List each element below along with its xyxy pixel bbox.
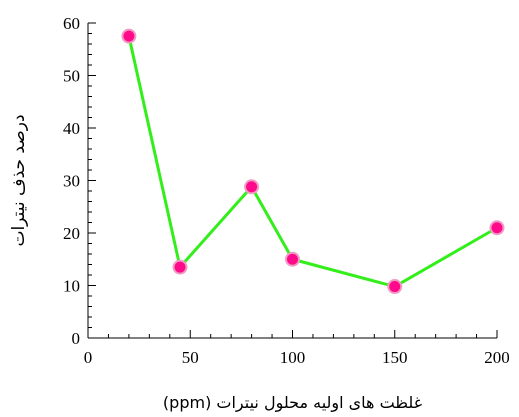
x-tick-label: 150	[382, 348, 408, 367]
y-tick-label: 10	[63, 277, 80, 296]
chart-ticks: 0 10 20 30 40 50 60 0 50 100 150 200	[63, 14, 510, 367]
data-point	[387, 279, 403, 295]
chart-axes	[87, 23, 497, 339]
data-point	[285, 251, 300, 267]
x-tick-label: 0	[84, 348, 93, 367]
x-tick-label: 100	[280, 348, 306, 367]
y-tick-label: 20	[63, 224, 80, 243]
x-tick-label: 50	[182, 348, 199, 367]
data-point	[121, 28, 137, 44]
chart-series	[121, 28, 505, 295]
data-point	[172, 259, 188, 275]
y-tick-label: 50	[63, 67, 80, 86]
y-tick-label: 60	[63, 14, 80, 33]
y-tick-label: 0	[72, 329, 81, 348]
y-axis-label: درصد حذف نیترات	[9, 114, 29, 246]
x-tick-label: 200	[484, 348, 510, 367]
series-line	[127, 35, 498, 289]
x-axis-label: غلظت های اولیه محلول نیترات (ppm)	[163, 393, 422, 413]
data-point	[489, 220, 505, 236]
y-tick-label: 30	[63, 172, 80, 191]
y-tick-label: 40	[63, 119, 80, 138]
data-point	[244, 179, 260, 195]
